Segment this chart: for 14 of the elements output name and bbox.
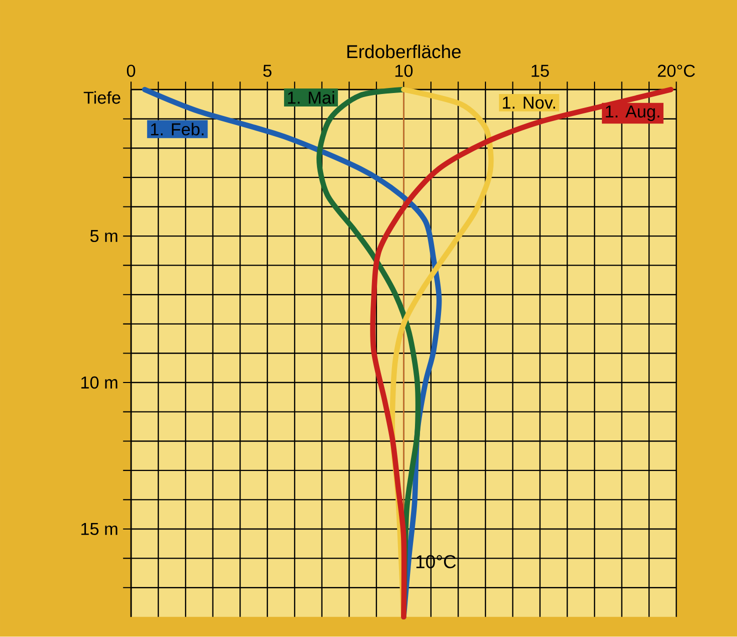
x-tick-label: 15 <box>532 64 549 77</box>
series-label: 1. Nov. <box>502 96 556 109</box>
series-label: 1. Feb. <box>151 122 204 136</box>
x-tick-label: 20°C <box>658 64 695 77</box>
series-label: 1. Mai <box>288 91 334 104</box>
x-tick-label: 5 <box>263 64 272 77</box>
y-tick-label: 5 m <box>90 230 118 242</box>
x-tick-label: 0 <box>126 64 136 77</box>
x-axis-title: Erdoberfläche <box>347 44 461 58</box>
x-tick-label: 10 <box>395 64 413 77</box>
y-axis-title: Tiefe <box>84 91 120 104</box>
y-tick-label: 15 m <box>81 523 118 536</box>
y-tick-label: 10 m <box>81 376 118 389</box>
series-label: 1. Aug. <box>606 106 660 122</box>
